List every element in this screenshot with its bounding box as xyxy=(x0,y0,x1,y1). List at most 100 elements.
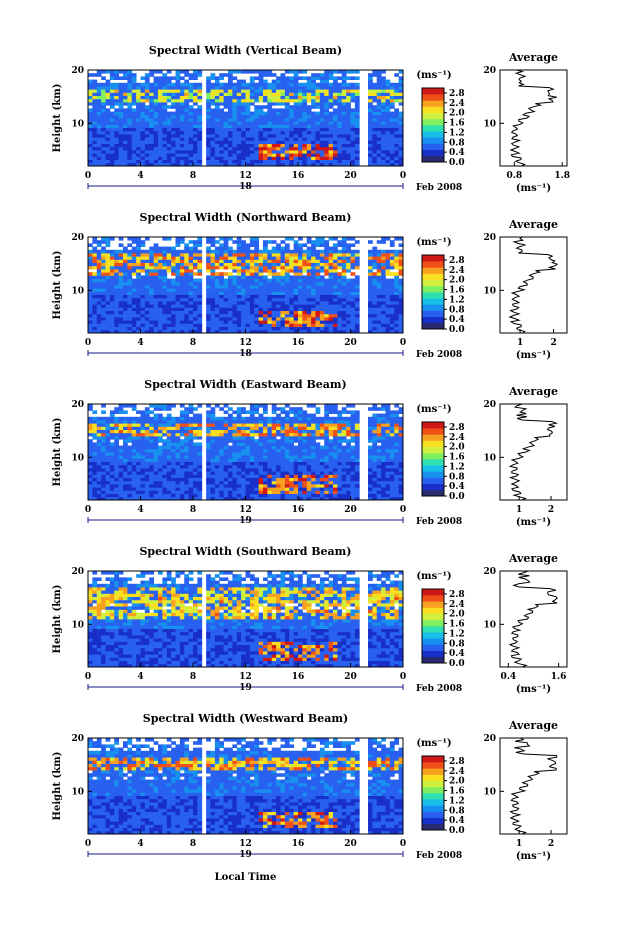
heatmap-cell xyxy=(237,471,242,475)
colorbar-segment xyxy=(422,304,444,310)
heatmap-cell xyxy=(316,96,321,100)
heatmap-cell xyxy=(368,327,373,331)
heatmap-cell xyxy=(162,314,167,318)
heatmap-cell xyxy=(176,426,181,430)
heatmap-cell xyxy=(154,494,159,498)
heatmap-cell xyxy=(232,417,237,421)
heatmap-cell xyxy=(254,269,259,273)
heatmap-cell xyxy=(246,288,251,292)
heatmap-cell xyxy=(311,92,316,96)
heatmap-cell xyxy=(246,105,251,109)
heatmap-cell xyxy=(145,92,150,96)
heatmap-cell xyxy=(259,121,264,125)
heatmap-cell xyxy=(158,323,163,327)
heatmap-cell xyxy=(250,112,255,116)
heatmap-cell xyxy=(149,250,154,254)
heatmap-cell xyxy=(232,433,237,437)
heatmap-cell xyxy=(254,253,259,257)
heatmap-cell xyxy=(294,247,299,251)
heatmap-cell xyxy=(346,298,351,302)
heatmap-cell xyxy=(215,160,220,164)
heatmap-cell xyxy=(176,256,181,260)
heatmap-cell xyxy=(246,327,251,331)
heatmap-cell xyxy=(101,323,106,327)
heatmap-cell xyxy=(158,108,163,112)
heatmap-cell xyxy=(215,115,220,119)
heatmap-cell xyxy=(176,317,181,321)
heatmap-cell xyxy=(377,121,382,125)
heatmap-cell xyxy=(119,92,124,96)
heatmap-cell xyxy=(162,494,167,498)
heatmap-cell xyxy=(272,259,277,263)
heatmap-cell xyxy=(154,80,159,84)
heatmap-cell xyxy=(101,147,106,151)
heatmap-cell xyxy=(386,250,391,254)
heatmap-cell xyxy=(149,247,154,251)
heatmap-cell xyxy=(127,70,132,74)
heatmap-cell xyxy=(263,250,268,254)
heatmap-cell xyxy=(246,458,251,462)
heatmap-cell xyxy=(329,256,334,260)
heatmap-cell xyxy=(224,494,229,498)
heatmap-cell xyxy=(311,301,316,305)
heatmap-cell xyxy=(101,83,106,87)
heatmap-cell xyxy=(162,301,167,305)
heatmap-cell xyxy=(320,288,325,292)
heatmap-cell xyxy=(324,153,329,157)
heatmap-cell xyxy=(132,124,137,128)
heatmap-cell xyxy=(337,147,342,151)
heatmap-cell xyxy=(189,92,194,96)
heatmap-cell xyxy=(311,86,316,90)
heatmap-cell xyxy=(189,317,194,321)
heatmap-cell xyxy=(101,311,106,315)
heatmap-cell xyxy=(110,137,115,141)
heatmap-cell xyxy=(285,150,290,154)
heatmap-cell xyxy=(171,137,176,141)
heatmap-cell xyxy=(289,128,294,132)
heatmap-cell xyxy=(324,134,329,138)
heatmap-cell xyxy=(145,86,150,90)
heatmap-cell xyxy=(381,134,386,138)
heatmap-cell xyxy=(381,314,386,318)
heatmap-cell xyxy=(232,320,237,324)
heatmap-cell xyxy=(267,160,272,164)
heatmap-cell xyxy=(101,307,106,311)
heatmap-cell xyxy=(289,131,294,135)
average-title: Average xyxy=(508,218,558,231)
heatmap-cell xyxy=(106,124,111,128)
heatmap-cell xyxy=(145,481,150,485)
heatmap-cell xyxy=(372,121,377,125)
heatmap-cell xyxy=(267,253,272,257)
heatmap-cell xyxy=(180,468,185,472)
day-label: 18 xyxy=(239,182,252,192)
heatmap-cell xyxy=(92,115,97,119)
heatmap-cell xyxy=(101,446,106,450)
heatmap-cell xyxy=(189,83,194,87)
heatmap-cell xyxy=(184,128,189,132)
heatmap-cell xyxy=(228,131,233,135)
heatmap-cell xyxy=(320,327,325,331)
heatmap-cell xyxy=(167,420,172,424)
heatmap-cell xyxy=(346,105,351,109)
heatmap-cell xyxy=(180,458,185,462)
heatmap-cell xyxy=(232,96,237,100)
heatmap-cell xyxy=(246,147,251,151)
heatmap-cell xyxy=(193,474,198,478)
heatmap-cell xyxy=(106,423,111,427)
heatmap-cell xyxy=(298,301,303,305)
heatmap-cell xyxy=(316,288,321,292)
heatmap-cell xyxy=(176,275,181,279)
heatmap-cell xyxy=(206,83,211,87)
heatmap-cell xyxy=(333,311,338,315)
heatmap-cell xyxy=(228,317,233,321)
heatmap-cell xyxy=(176,121,181,125)
heatmap-cell xyxy=(337,253,342,257)
heatmap-cell xyxy=(346,128,351,132)
heatmap-cell xyxy=(110,301,115,305)
heatmap-cell xyxy=(92,304,97,308)
heatmap-cell xyxy=(237,295,242,299)
heatmap-cell xyxy=(250,414,255,418)
heatmap-cell xyxy=(136,96,141,100)
heatmap-cell xyxy=(228,487,233,491)
heatmap-cell xyxy=(377,317,382,321)
